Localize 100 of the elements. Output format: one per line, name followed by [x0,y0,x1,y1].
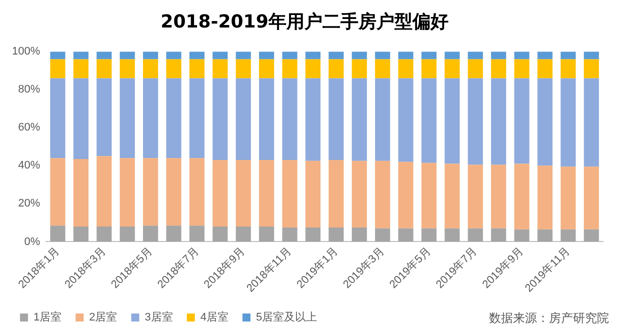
bar [560,166,576,230]
bar [491,52,506,60]
bar [212,78,228,160]
bar [189,78,204,158]
bar [259,59,274,78]
bar [375,59,390,78]
bar [514,78,530,164]
legend-label: 3居室 [144,310,173,324]
bar [96,156,112,227]
bar [96,59,112,78]
bar [584,59,599,78]
bar [189,226,204,242]
bar [491,164,506,228]
legend-label: 4居室 [200,310,228,324]
bar [398,59,414,78]
bar [282,160,298,228]
bar [120,158,135,227]
bar [375,228,390,242]
bar [560,52,576,60]
source-note: 数据来源：房产研究院 [489,310,609,327]
bar [120,226,135,242]
bar [468,78,483,165]
bar [584,52,599,60]
bar [259,160,274,227]
bar [120,52,135,60]
bar [236,160,251,227]
bar [537,59,553,78]
bar [259,52,274,60]
bar [282,78,298,160]
legend-label: 2居室 [89,310,118,324]
bar [282,59,298,78]
bar [328,227,344,242]
bar [212,226,228,242]
bar [352,160,367,228]
bar [50,78,66,158]
bar [305,160,321,228]
bar [468,59,483,78]
bar [212,160,228,227]
bar [236,78,251,160]
bar [120,59,135,78]
bar [375,160,390,228]
bar [166,78,182,158]
bar [491,228,506,242]
bar [236,52,251,60]
bar [143,158,158,226]
bar [143,52,158,60]
bar [468,52,483,60]
bar [444,228,460,242]
bar [189,52,204,60]
bar [537,229,553,242]
legend-label: 1居室 [34,310,62,324]
bar [421,78,437,163]
bar [537,78,553,166]
bar [166,52,182,60]
bar [236,59,251,78]
bar [584,166,599,230]
bar [468,164,483,228]
bar [375,52,390,60]
bar [143,78,158,158]
bar [50,52,66,60]
bar [143,226,158,242]
y-tick-label: 60% [18,122,40,134]
bar [166,59,182,78]
bar [584,78,599,167]
bar [352,227,367,242]
bar [491,59,506,78]
bar [352,78,367,161]
bar [421,52,437,60]
bar [328,160,344,228]
bar [491,78,506,165]
bar [96,78,112,156]
bar [398,228,414,242]
bar [375,78,390,161]
bar [96,226,112,242]
bar [305,59,321,78]
y-tick-label: 100% [12,46,40,58]
bar [120,78,135,158]
bar [166,158,182,226]
bar [560,78,576,167]
bar [50,226,66,242]
bar [73,226,88,242]
bar [73,159,88,227]
bar [282,227,298,242]
bar [189,59,204,78]
bar [73,78,88,160]
bar [444,52,460,60]
y-tick-label: 20% [18,198,40,210]
bar [398,162,414,228]
bar [96,52,112,60]
bar [444,78,460,164]
bar [189,158,204,226]
bar [584,229,599,242]
bar [468,228,483,242]
bar [212,59,228,78]
bar [398,78,414,162]
bar [560,229,576,242]
bar [421,228,437,242]
bar [166,226,182,242]
bar [236,226,251,242]
bar [537,166,553,230]
